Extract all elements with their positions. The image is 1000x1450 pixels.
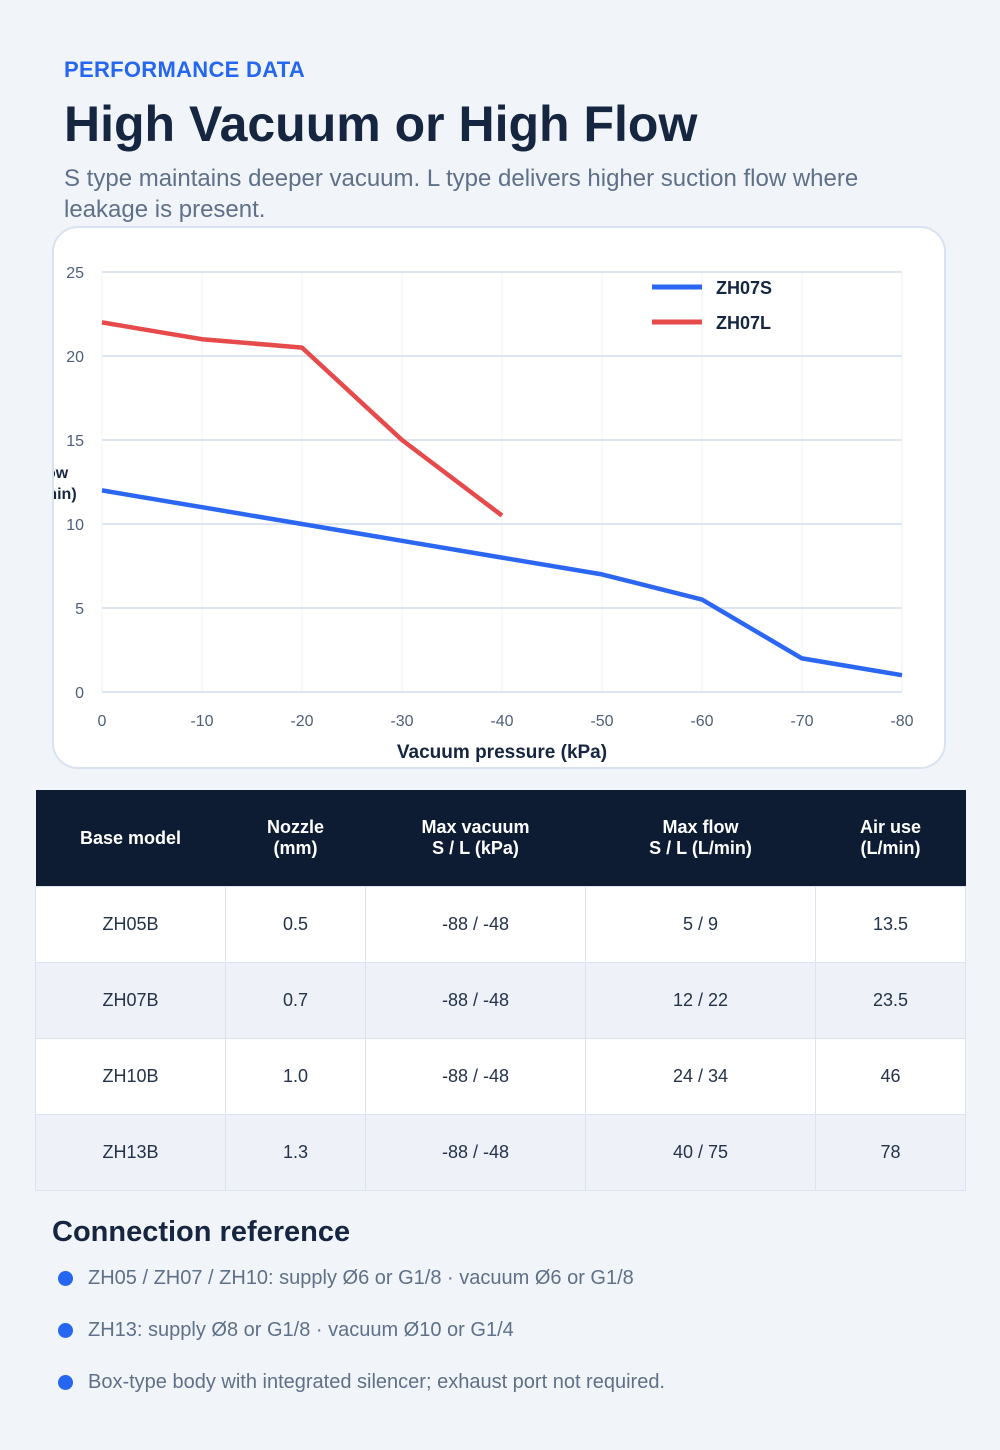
series-line-zh07l [101,320,504,518]
cell-max-flow: 12 / 22 [585,962,816,1039]
cell-air-use: 46 [815,1038,966,1115]
column-header-unit: (mm) [273,838,318,858]
x-tick-label: -20 [290,713,313,730]
table-row: ZH13B 1.3 -88 / -48 40 / 75 78 [35,1114,966,1191]
column-header-base-model: Base model [35,790,226,887]
list-item: ZH13: supply Ø8 or G1/8 · vacuum Ø10 or … [52,1312,665,1364]
column-header-unit: S / L (kPa) [432,838,519,858]
cell-max-flow: 24 / 34 [585,1038,816,1115]
bullet-dot-icon [58,1323,73,1338]
y-tick-label: 10 [66,517,84,534]
cell-max-vacuum: -88 / -48 [365,886,586,963]
x-tick-label: -50 [590,713,613,730]
cell-max-flow: 40 / 75 [585,1114,816,1191]
list-item: Box-type body with integrated silencer; … [52,1364,665,1416]
page-title: High Vacuum or High Flow [64,96,698,152]
x-tick-label: -40 [490,713,513,730]
cell-max-vacuum: -88 / -48 [365,1038,586,1115]
list-item-text: ZH05 / ZH07 / ZH10: supply Ø6 or G1/8 · … [88,1267,634,1289]
cell-max-flow: 5 / 9 [585,886,816,963]
x-tick-label: -10 [190,713,213,730]
cell-max-vacuum: -88 / -48 [365,962,586,1039]
y-tick-label: 25 [66,265,84,282]
table-row: ZH07B 0.7 -88 / -48 12 / 22 23.5 [35,962,966,1039]
x-tick-label: -60 [690,713,713,730]
column-header-unit: (L/min) [860,838,921,858]
cell-nozzle: 1.0 [225,1038,366,1115]
list-item-text: ZH13: supply Ø8 or G1/8 · vacuum Ø10 or … [88,1319,514,1341]
connection-heading: Connection reference [52,1216,351,1248]
x-tick-label: -80 [890,713,913,730]
page-subtitle: S type maintains deeper vacuum. L type d… [64,165,859,223]
x-tick-label: -70 [790,713,813,730]
y-tick-label: 0 [75,685,84,702]
column-header-line: Base model [79,827,182,848]
x-axis-label: Vacuum pressure (kPa) [397,742,607,763]
column-header-line: Air use [859,817,922,837]
column-header-max-flow: Max flow S / L (L/min) [585,790,816,887]
y-axis-label: Flow (L/min) [52,465,77,503]
list-item: ZH05 / ZH07 / ZH10: supply Ø6 or G1/8 · … [52,1260,665,1312]
y-axis-label-line: (L/min) [52,486,77,503]
spec-table: Base model Nozzle (mm) Max vacuum S / L … [35,790,966,1191]
y-tick-label: 20 [66,349,84,366]
performance-chart: 0 5 10 15 20 25 0 -10 -20 -30 -40 -50 -60 -70 -80 Vacuu… [52,265,914,763]
cell-nozzle: 0.5 [225,886,366,963]
y-axis-label-line: Flow [52,465,69,482]
cell-nozzle: 1.3 [225,1114,366,1191]
legend-label-zh07s: ZH07S [716,278,772,298]
bullet-dot-icon [58,1375,73,1390]
column-header-air-use: Air use (L/min) [815,790,966,887]
chart-axes: 0 5 10 15 20 25 0 -10 -20 -30 -40 -50 -60 -70 -80 Vacuu… [52,265,914,763]
cell-air-use: 13.5 [815,886,966,963]
cell-air-use: 23.5 [815,962,966,1039]
cell-air-use: 78 [815,1114,966,1191]
chart-card: 0 5 10 15 20 25 0 -10 -20 -30 -40 -50 -60 -70 -80 Vacuu… [52,226,946,769]
column-header-line: Max flow [662,817,739,837]
y-tick-label: 5 [75,601,84,618]
column-header-unit: S / L (L/min) [649,838,752,858]
connection-list: ZH05 / ZH07 / ZH10: supply Ø6 or G1/8 · … [52,1260,665,1416]
cell-base-model: ZH07B [35,962,226,1039]
cell-base-model: ZH05B [35,886,226,963]
cell-base-model: ZH10B [35,1038,226,1115]
column-header-line: Nozzle [266,817,324,837]
legend-label-zh07l: ZH07L [716,313,771,333]
list-item-text: Box-type body with integrated silencer; … [88,1371,665,1393]
column-header-line: Max vacuum [421,817,530,837]
bullet-dot-icon [58,1271,73,1286]
column-header-nozzle: Nozzle (mm) [225,790,366,887]
column-header-max-vacuum: Max vacuum S / L (kPa) [365,790,586,887]
cell-base-model: ZH13B [35,1114,226,1191]
x-tick-label: 0 [98,713,107,730]
table-header-row: Base model Nozzle (mm) Max vacuum S / L … [35,790,966,887]
chart-series [101,320,903,678]
y-tick-label: 15 [66,433,84,450]
eyebrow-label: PERFORMANCE DATA [64,57,306,82]
cell-nozzle: 0.7 [225,962,366,1039]
chart-grid [101,271,903,693]
chart-legend: ZH07S ZH07L [652,278,772,333]
cell-max-vacuum: -88 / -48 [365,1114,586,1191]
series-line-zh07s [101,488,903,678]
x-tick-label: -30 [390,713,413,730]
table-row: ZH10B 1.0 -88 / -48 24 / 34 46 [35,1038,966,1115]
table-row: ZH05B 0.5 -88 / -48 5 / 9 13.5 [35,886,966,963]
